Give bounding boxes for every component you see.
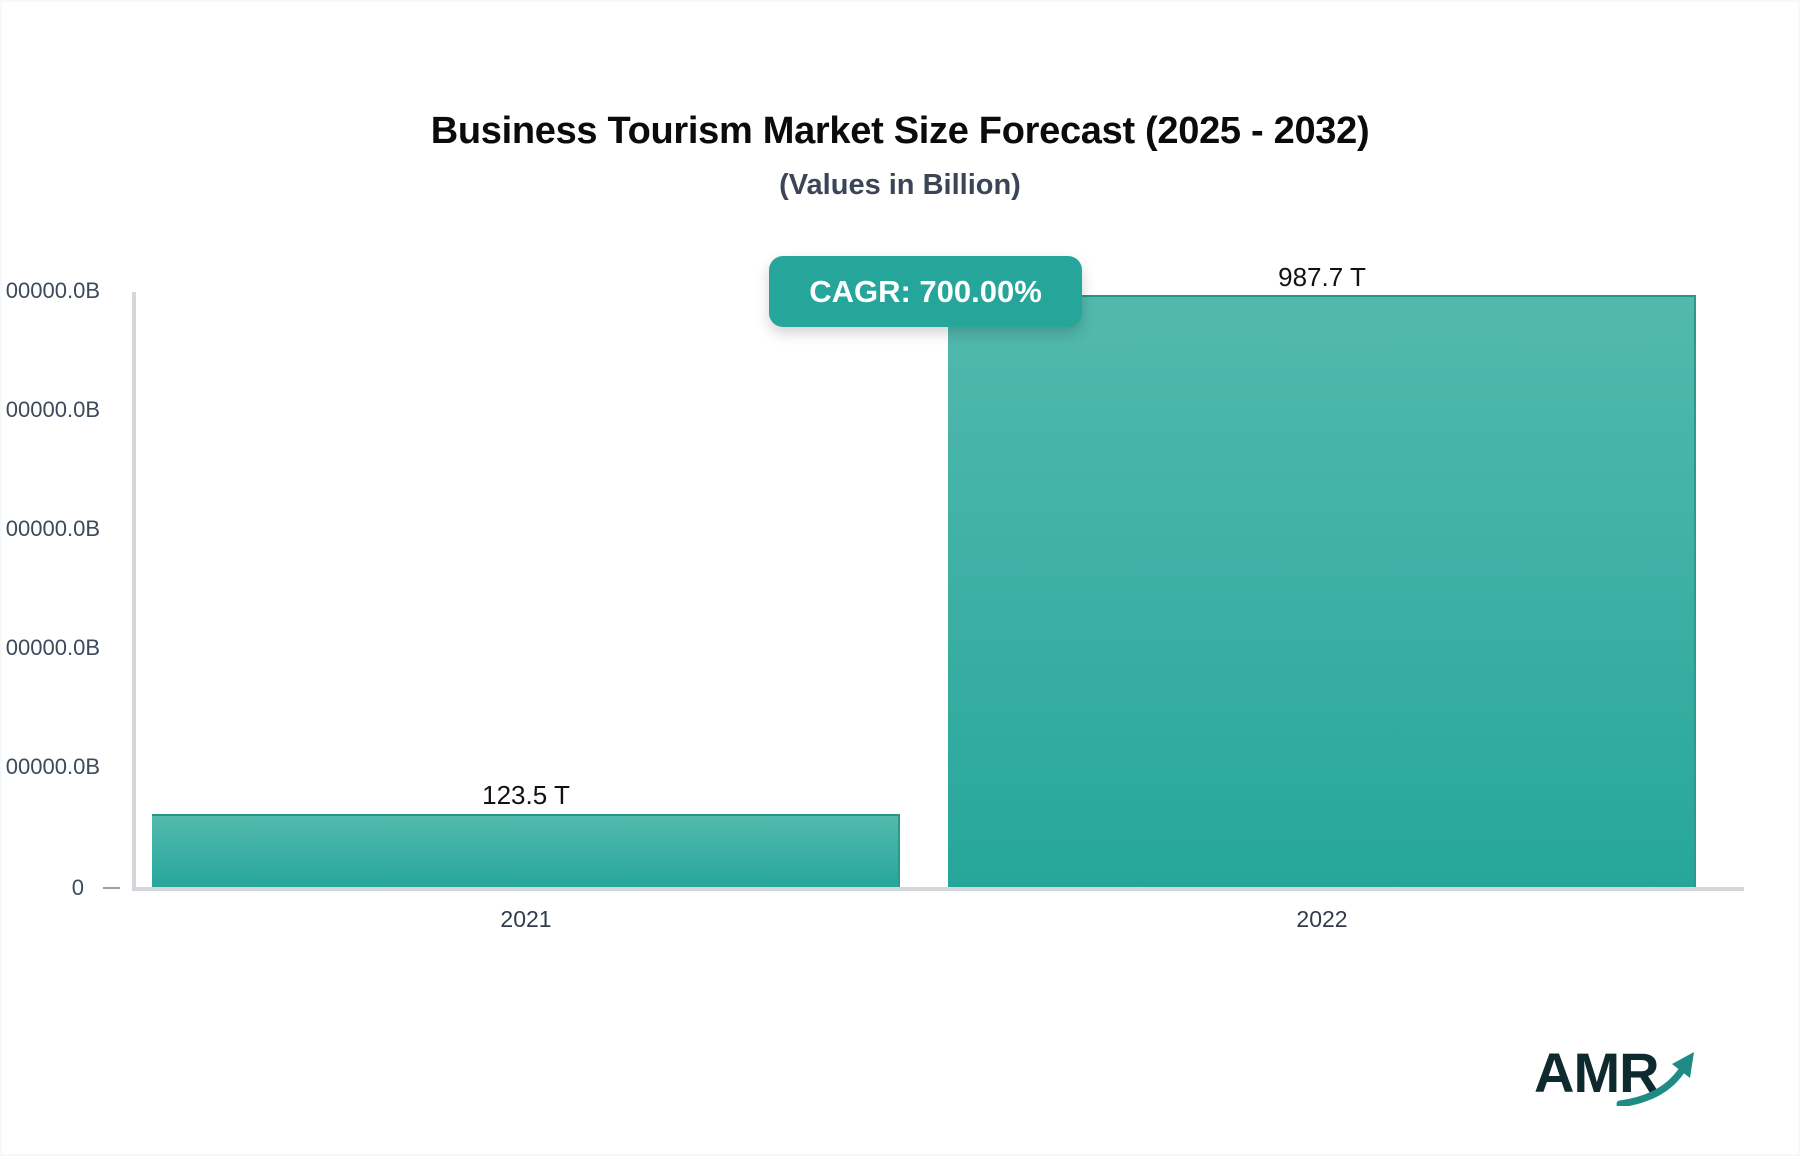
- y-tick-label: 00000.0B: [5, 635, 100, 660]
- y-tick-label-zero: 0: [71, 875, 84, 900]
- bar-value-label-2022: 987.7 T: [1278, 262, 1366, 292]
- y-tick-label: 00000.0B: [5, 278, 100, 303]
- y-tick-label: 00000.0B: [5, 754, 100, 779]
- logo-text: AMR: [1534, 1041, 1660, 1104]
- cagr-label: CAGR: 700.00%: [809, 273, 1042, 309]
- cagr-badge: CAGR: 700.00%: [769, 256, 1082, 327]
- bar-2022[interactable]: [948, 295, 1696, 889]
- bar-2021[interactable]: [152, 814, 900, 889]
- bar-value-label-2021: 123.5 T: [482, 780, 570, 810]
- x-axis-line: [132, 887, 1744, 891]
- chart-title: Business Tourism Market Size Forecast (2…: [430, 110, 1370, 152]
- x-tick-label-2022: 2022: [1296, 906, 1348, 932]
- x-tick-label-2021: 2021: [500, 906, 552, 932]
- amr-logo: AMR: [1532, 1040, 1702, 1106]
- trend-arrow-icon: [1616, 1052, 1694, 1106]
- y-tick-mark: [103, 887, 120, 889]
- y-tick-label: 00000.0B: [5, 516, 100, 541]
- chart-subtitle: (Values in Billion): [779, 169, 1021, 201]
- y-axis-line: [132, 292, 136, 890]
- y-tick-label: 00000.0B: [5, 397, 100, 422]
